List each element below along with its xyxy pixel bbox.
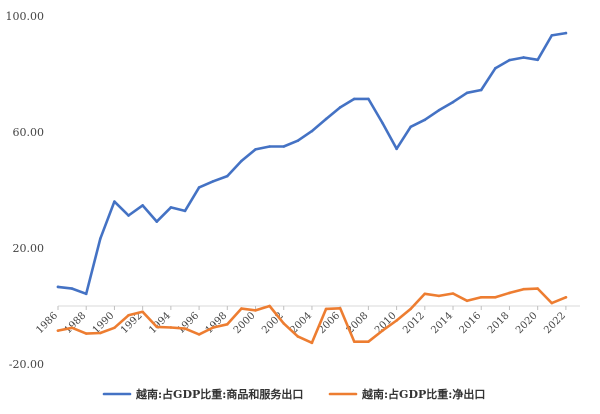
data-point: [197, 333, 201, 336]
data-point: [282, 145, 286, 148]
x-tick-label: 1986: [34, 310, 60, 336]
data-point: [395, 319, 398, 322]
data-point: [522, 56, 525, 59]
data-point: [282, 322, 286, 325]
data-point: [465, 91, 469, 95]
data-point: [465, 299, 469, 303]
data-point: [338, 307, 342, 310]
data-point: [381, 329, 384, 332]
data-point: [381, 121, 384, 125]
data-point: [296, 335, 300, 338]
data-point: [113, 200, 116, 203]
data-point: [550, 301, 554, 305]
data-point: [84, 292, 88, 296]
x-tick-label: 2016: [458, 310, 484, 336]
data-point: [225, 174, 229, 178]
data-point: [183, 327, 187, 330]
data-point: [522, 287, 525, 291]
data-point: [494, 66, 497, 70]
data-point: [324, 307, 328, 311]
data-point: [268, 145, 271, 148]
data-point: [254, 309, 257, 312]
x-tick-label: 2022: [542, 310, 568, 336]
y-tick-label: 60.00: [13, 126, 45, 139]
data-point: [113, 326, 116, 330]
data-point: [352, 340, 356, 343]
data-point: [84, 332, 88, 335]
x-tick-label: 2020: [514, 310, 540, 336]
y-tick-label: -20.00: [9, 358, 44, 371]
data-point: [310, 129, 314, 133]
data-point: [211, 180, 215, 183]
data-point: [268, 304, 271, 308]
legend-label-2: 越南:占GDP比重:净出口: [361, 387, 485, 401]
data-point: [169, 206, 173, 209]
series-line-1: [56, 31, 568, 296]
x-tick-label: 2018: [486, 310, 512, 336]
data-point: [141, 204, 144, 207]
x-tick-label: 1996: [175, 310, 201, 336]
data-point: [479, 296, 483, 299]
data-point: [155, 325, 159, 329]
data-point: [310, 341, 314, 345]
data-point: [296, 139, 300, 142]
data-point: [437, 294, 441, 298]
data-point: [211, 326, 215, 329]
data-point: [564, 31, 568, 35]
data-point: [536, 287, 539, 290]
data-point: [127, 313, 130, 317]
data-point: [155, 220, 159, 223]
x-tick-label: 2014: [429, 310, 455, 336]
data-point: [141, 310, 144, 314]
data-point: [564, 296, 568, 299]
data-point: [536, 58, 539, 62]
x-tick-label: 1998: [204, 310, 230, 336]
data-point: [127, 214, 130, 217]
data-point: [367, 340, 370, 343]
data-point: [254, 148, 257, 151]
data-point: [352, 97, 356, 101]
data-point: [409, 307, 413, 311]
data-point: [508, 58, 511, 62]
data-point: [479, 88, 483, 92]
data-point: [550, 34, 554, 37]
y-tick-label: 100.00: [6, 10, 45, 23]
y-tick-label: 20.00: [13, 242, 45, 255]
data-point: [56, 329, 60, 332]
data-point: [225, 322, 229, 326]
x-tick-label: 2008: [345, 310, 371, 336]
data-point: [169, 326, 173, 329]
data-point: [70, 326, 74, 330]
data-point: [494, 296, 497, 299]
data-point: [451, 292, 455, 295]
legend-label-1: 越南:占GDP比重:商品和服务出口: [135, 387, 303, 401]
data-point: [451, 100, 455, 104]
data-point: [240, 307, 243, 310]
data-point: [99, 237, 102, 241]
data-point: [99, 331, 102, 335]
data-point: [70, 287, 74, 290]
data-point: [324, 117, 328, 121]
data-point: [508, 291, 511, 295]
data-point: [437, 108, 441, 112]
data-point: [183, 209, 187, 213]
data-point: [240, 159, 243, 163]
data-point: [395, 147, 398, 151]
data-point: [338, 106, 342, 109]
data-point: [197, 186, 201, 189]
data-point: [367, 97, 370, 101]
data-point: [423, 292, 427, 296]
data-point: [56, 285, 60, 289]
data-point: [423, 118, 427, 122]
x-tick-label: 1994: [147, 310, 173, 336]
data-point: [409, 125, 413, 129]
